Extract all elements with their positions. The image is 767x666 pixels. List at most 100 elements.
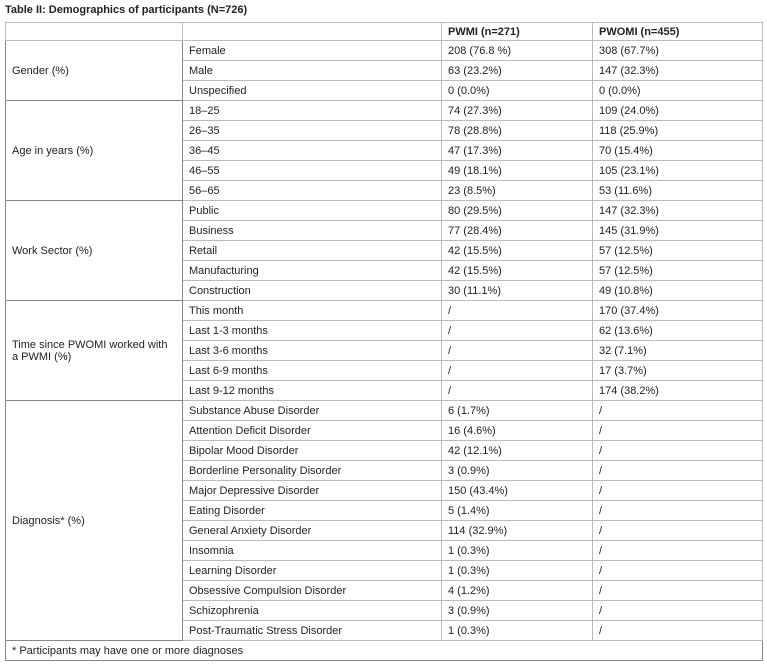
- table-row: Unspecified 0 (0.0%) 0 (0.0%): [6, 80, 763, 101]
- value-cell: 109 (24.0%): [592, 100, 763, 121]
- table-row: Time since PWOMI worked with a PWMI (%) T…: [5, 300, 763, 401]
- group-label: Age in years (%): [5, 100, 183, 201]
- table-row: Diagnosis* (%) Substance Abuse Disorder 6 …: [5, 400, 763, 641]
- value-cell: /: [441, 300, 593, 321]
- value-cell: 16 (4.6%): [441, 420, 593, 441]
- row-label: Eating Disorder: [182, 500, 442, 521]
- table-row: 46–55 49 (18.1%) 105 (23.1%): [6, 160, 763, 181]
- table-row: Last 9-12 months/174 (38.2%): [6, 380, 763, 401]
- value-cell: 80 (29.5%): [441, 200, 593, 221]
- value-cell: 4 (1.2%): [441, 580, 593, 601]
- group-label: Work Sector (%): [5, 200, 183, 301]
- value-cell: 42 (12.1%): [441, 440, 593, 461]
- value-cell: 174 (38.2%): [592, 380, 763, 401]
- row-label: General Anxiety Disorder: [182, 520, 442, 541]
- value-cell: 74 (27.3%): [441, 100, 593, 121]
- value-cell: /: [592, 560, 763, 581]
- value-cell: 78 (28.8%): [441, 120, 593, 141]
- value-cell: 6 (1.7%): [441, 400, 593, 421]
- row-label: Bipolar Mood Disorder: [182, 440, 442, 461]
- footnote-row: * Participants may have one or more diag…: [5, 640, 763, 661]
- value-cell: 105 (23.1%): [592, 160, 763, 181]
- value-cell: 0 (0.0%): [441, 80, 593, 101]
- value-cell: /: [592, 620, 763, 641]
- value-cell: /: [441, 360, 593, 381]
- value-cell: 1 (0.3%): [441, 620, 593, 641]
- row-label: Last 3-6 months: [182, 340, 442, 361]
- value-cell: 3 (0.9%): [441, 600, 593, 621]
- value-cell: /: [592, 580, 763, 601]
- row-label: Attention Deficit Disorder: [182, 420, 442, 441]
- table-row: Retail 42 (15.5%) 57 (12.5%): [6, 240, 763, 261]
- table-row: Work Sector (%) Public 80 (29.5%) 147 (32.3…: [5, 200, 763, 301]
- demographics-table: PWMI (n=271) PWOMI (n=455) Gender (%) Fem…: [5, 22, 763, 661]
- value-cell: 47 (17.3%): [441, 140, 593, 161]
- row-label: Unspecified: [182, 80, 442, 101]
- row-label: Retail: [182, 240, 442, 261]
- row-label: Learning Disorder: [182, 560, 442, 581]
- value-cell: 23 (8.5%): [441, 180, 593, 201]
- value-cell: /: [592, 500, 763, 521]
- value-cell: 0 (0.0%): [592, 80, 763, 101]
- row-label: Female: [182, 40, 442, 61]
- footnote: * Participants may have one or more diag…: [5, 640, 763, 661]
- value-cell: 147 (32.3%): [592, 60, 763, 81]
- table-row: Gender (%) Female 208 (76.8 %) 308 (67.7%): [5, 40, 763, 101]
- value-cell: /: [441, 320, 593, 341]
- value-cell: 17 (3.7%): [592, 360, 763, 381]
- value-cell: 114 (32.9%): [441, 520, 593, 541]
- header-row: PWMI (n=271) PWOMI (n=455): [5, 22, 763, 41]
- table-row: Learning Disorder 1 (0.3%) /: [6, 560, 763, 581]
- value-cell: 70 (15.4%): [592, 140, 763, 161]
- value-cell: 1 (0.3%): [441, 540, 593, 561]
- header-cell: [182, 22, 442, 41]
- value-cell: /: [592, 440, 763, 461]
- value-cell: /: [592, 540, 763, 561]
- value-cell: /: [592, 520, 763, 541]
- value-cell: 49 (10.8%): [592, 280, 763, 301]
- value-cell: 42 (15.5%): [441, 240, 593, 261]
- table-head: PWMI (n=271) PWOMI (n=455): [5, 22, 763, 41]
- value-cell: 170 (37.4%): [592, 300, 763, 321]
- value-cell: 30 (11.1%): [441, 280, 593, 301]
- table-row: Age in years (%) 18–25 74 (27.3%) 109 (24.0…: [5, 100, 763, 201]
- header-cell: PWMI (n=271): [441, 22, 593, 41]
- value-cell: 57 (12.5%): [592, 240, 763, 261]
- row-label: This month: [182, 300, 442, 321]
- table-row: 36–45 47 (17.3%) 70 (15.4%): [6, 140, 763, 161]
- table-row: 56–65 23 (8.5%) 53 (11.6%): [6, 180, 763, 201]
- row-label: 56–65: [182, 180, 442, 201]
- table-row: Business 77 (28.4%) 145 (31.9%): [6, 220, 763, 241]
- group-label: Gender (%): [5, 40, 183, 101]
- value-cell: 208 (76.8 %): [441, 40, 593, 61]
- value-cell: 42 (15.5%): [441, 260, 593, 281]
- value-cell: 145 (31.9%): [592, 220, 763, 241]
- row-label: Substance Abuse Disorder: [182, 400, 442, 421]
- row-label: Borderline Personality Disorder: [182, 460, 442, 481]
- row-label: Schizophrenia: [182, 600, 442, 621]
- value-cell: 150 (43.4%): [441, 480, 593, 501]
- value-cell: /: [592, 400, 763, 421]
- value-cell: 308 (67.7%): [592, 40, 763, 61]
- table-row: Manufacturing 42 (15.5%) 57 (12.5%): [6, 260, 763, 281]
- row-label: Last 1-3 months: [182, 320, 442, 341]
- value-cell: 49 (18.1%): [441, 160, 593, 181]
- row-label: Last 9-12 months: [182, 380, 442, 401]
- value-cell: /: [592, 420, 763, 441]
- row-label: Obsessive Compulsion Disorder: [182, 580, 442, 601]
- row-label: Post-Traumatic Stress Disorder: [182, 620, 442, 641]
- table-row: General Anxiety Disorder 114 (32.9%) /: [6, 520, 763, 541]
- value-cell: /: [592, 460, 763, 481]
- row-label: Insomnia: [182, 540, 442, 561]
- row-label: Last 6-9 months: [182, 360, 442, 381]
- row-label: 26–35: [182, 120, 442, 141]
- value-cell: 147 (32.3%): [592, 200, 763, 221]
- value-cell: 62 (13.6%): [592, 320, 763, 341]
- row-label: 18–25: [182, 100, 442, 121]
- row-label: Major Depressive Disorder: [182, 480, 442, 501]
- value-cell: /: [441, 340, 593, 361]
- group-label: Diagnosis* (%): [5, 400, 183, 641]
- row-label: Construction: [182, 280, 442, 301]
- value-cell: 77 (28.4%): [441, 220, 593, 241]
